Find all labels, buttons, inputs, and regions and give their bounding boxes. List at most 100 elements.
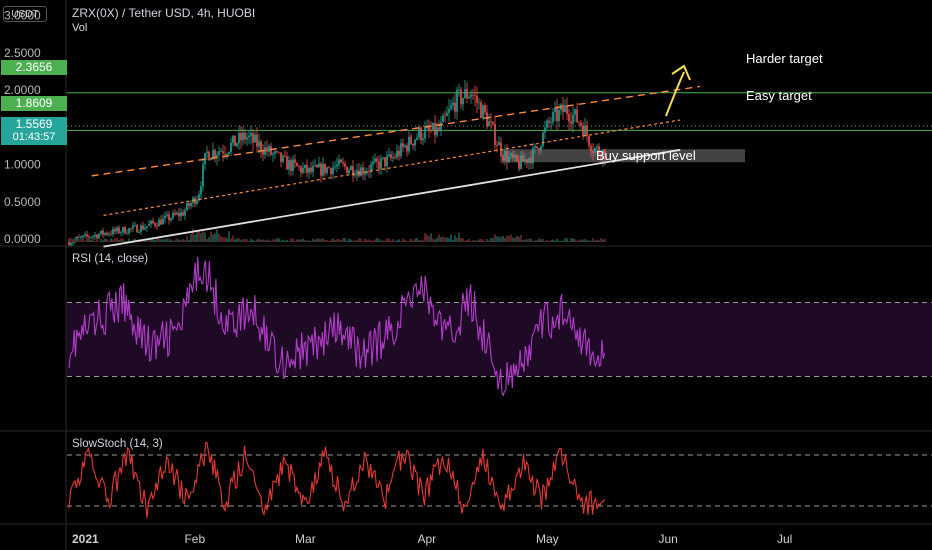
volume-bar (514, 237, 516, 242)
candle-body (456, 90, 458, 112)
volume-bar (194, 235, 196, 242)
candle-body (432, 122, 434, 131)
volume-bar (166, 238, 168, 242)
candle-body (396, 150, 398, 158)
candle-body (398, 150, 400, 157)
candle-body (404, 145, 406, 147)
volume-bar (376, 238, 378, 242)
volume-bar (556, 238, 558, 242)
candle-body (268, 146, 270, 152)
volume-bar (160, 239, 162, 242)
price-tick-label: 2.5000 (4, 46, 41, 60)
volume-bar (328, 240, 330, 242)
volume-bar (92, 238, 94, 242)
volume-bar (500, 236, 502, 242)
candle-body (458, 89, 460, 91)
candle-body (238, 133, 240, 144)
support-trendline (103, 148, 681, 248)
candle-body (102, 230, 104, 235)
candle-body (152, 220, 154, 224)
volume-bar (566, 238, 568, 242)
candle-body (584, 125, 586, 136)
candle-body (114, 228, 116, 232)
candle-body (246, 137, 248, 140)
candle-body (190, 202, 192, 207)
volume-bar (572, 238, 574, 242)
volume-bar (406, 240, 408, 242)
candle-body (374, 158, 376, 162)
volume-bar (154, 240, 156, 242)
candle-body (574, 109, 576, 115)
volume-bar (236, 238, 238, 242)
volume-bar (70, 238, 72, 242)
candle-body (104, 232, 106, 235)
candle-body (494, 124, 496, 146)
candle-body (194, 197, 196, 204)
volume-bar (360, 238, 362, 242)
candle-body (242, 132, 244, 141)
candle-body (490, 121, 492, 123)
candle-body (328, 167, 330, 169)
candle-body (558, 109, 560, 121)
candle-body (582, 125, 584, 136)
rsi-line (68, 256, 606, 397)
candle-body (538, 148, 540, 151)
volume-bar (464, 240, 466, 242)
volume-bar (164, 239, 166, 242)
volume-bar (282, 239, 284, 242)
volume-bar (530, 238, 532, 242)
candle-body (604, 149, 606, 160)
price-tick-label: 0.5000 (4, 195, 41, 209)
volume-bar (444, 237, 446, 242)
volume-bar (230, 238, 232, 242)
candle-body (464, 89, 466, 98)
volume-bar (182, 239, 184, 242)
volume-bar (534, 240, 536, 242)
volume-bar (480, 239, 482, 242)
volume-bar (518, 236, 520, 242)
candle-body (70, 242, 72, 245)
candle-body (126, 233, 128, 235)
volume-bar (102, 240, 104, 242)
volume-bar (532, 240, 534, 242)
candle-body (580, 123, 582, 126)
candle-body (512, 153, 514, 158)
volume-bar (204, 232, 206, 242)
volume-bar (128, 238, 130, 242)
volume-bar (86, 239, 88, 242)
volume-bar (438, 234, 440, 242)
candle-body (350, 166, 352, 170)
volume-bar (332, 238, 334, 242)
candles-group (68, 79, 606, 247)
candle-body (142, 225, 144, 230)
volume-bar (380, 240, 382, 242)
volume-bar (314, 239, 316, 242)
volume-bar (132, 239, 134, 242)
volume-bar (264, 240, 266, 242)
candle-body (592, 151, 594, 153)
currency-badge[interactable]: USDT (3, 6, 47, 22)
volume-bar (74, 239, 76, 242)
candle-body (326, 167, 328, 174)
volume-bar (320, 239, 322, 242)
candle-body (474, 95, 476, 97)
candle-body (254, 134, 256, 143)
volume-bar (250, 238, 252, 242)
candle-body (378, 161, 380, 170)
volume-bar (120, 238, 122, 242)
candle-body (566, 105, 568, 115)
candle-body (144, 227, 146, 230)
candle-body (434, 122, 436, 136)
volume-bar (146, 240, 148, 242)
volume-bar (156, 238, 158, 242)
volume-bar (424, 233, 426, 242)
candle-body (156, 225, 158, 227)
volume-bar (248, 240, 250, 242)
candle-body (256, 134, 258, 147)
candle-body (300, 166, 302, 173)
volume-bar (408, 240, 410, 242)
price-tick-label: 2.0000 (4, 83, 41, 97)
candle-body (380, 158, 382, 170)
candle-body (320, 163, 322, 176)
